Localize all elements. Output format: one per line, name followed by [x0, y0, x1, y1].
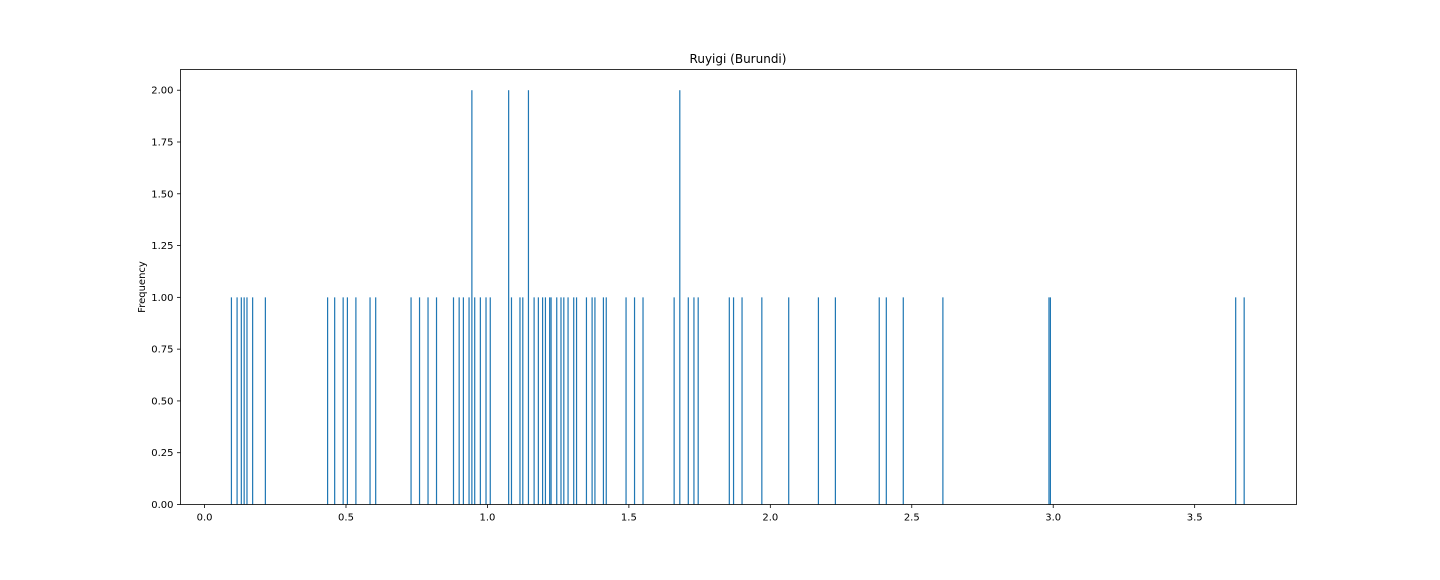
- histogram-bar: [427, 297, 429, 505]
- x-tick-label: 2.0: [762, 513, 778, 524]
- histogram-bar: [594, 297, 596, 505]
- y-tick-label: 2.00: [151, 86, 173, 97]
- histogram-bar: [942, 297, 944, 505]
- histogram-bar: [1235, 297, 1237, 505]
- histogram-bar: [761, 297, 763, 505]
- histogram-bar: [573, 297, 575, 505]
- histogram-bar: [549, 297, 551, 505]
- x-tick-label: 3.5: [1187, 513, 1203, 524]
- x-tick-label: 1.5: [621, 513, 637, 524]
- histogram-bar: [435, 297, 438, 505]
- histogram-bar: [591, 297, 593, 505]
- x-tick-label: 0.5: [338, 513, 354, 524]
- histogram-bar: [560, 297, 562, 505]
- histogram-bar: [452, 297, 455, 505]
- x-tick-label: 3.0: [1045, 513, 1061, 524]
- histogram-bar: [605, 297, 607, 505]
- histogram-bar: [544, 297, 547, 505]
- histogram-bar: [697, 297, 699, 505]
- histogram-bar: [693, 297, 695, 505]
- histogram-bar: [527, 90, 530, 505]
- histogram-bar: [355, 297, 357, 505]
- histogram-bar: [575, 297, 578, 505]
- y-tick-label: 0.25: [151, 448, 173, 459]
- histogram-bar: [458, 297, 460, 505]
- histogram-bar: [342, 297, 344, 505]
- histogram-bar: [468, 297, 470, 505]
- histogram-bar: [788, 297, 790, 505]
- histogram-bar: [542, 297, 544, 505]
- bars-group: [230, 90, 1245, 505]
- y-tick-label: 0.50: [151, 396, 173, 407]
- histogram-bar: [485, 297, 487, 505]
- histogram-bar: [474, 297, 476, 505]
- histogram-bar: [246, 297, 248, 505]
- histogram-bar: [556, 297, 558, 505]
- histogram-bar: [519, 297, 521, 505]
- chart-title: Ruyigi (Burundi): [690, 52, 787, 66]
- histogram-bar: [334, 297, 336, 505]
- histogram-bar: [878, 297, 880, 505]
- histogram-bar: [243, 297, 245, 505]
- histogram-bar: [489, 297, 491, 505]
- histogram-bar: [418, 297, 421, 505]
- histogram-bar: [602, 297, 605, 505]
- histogram-bar: [410, 297, 412, 505]
- histogram-bar: [264, 297, 266, 505]
- x-tick-label: 0.0: [197, 513, 213, 524]
- x-tick-label: 2.5: [904, 513, 920, 524]
- histogram-bar: [728, 297, 730, 505]
- histogram-bar: [479, 297, 481, 505]
- y-tick-label: 0.75: [151, 345, 173, 356]
- histogram-bar: [633, 297, 636, 505]
- x-ticks-group: 0.0 0.5 1.0 1.5 2.0 2.5 3.0 3.5: [197, 504, 1203, 524]
- histogram-bar: [252, 297, 254, 505]
- histogram-bar: [817, 297, 820, 505]
- histogram-bar: [327, 297, 329, 505]
- histogram-bar: [375, 297, 377, 505]
- histogram-bar: [585, 297, 588, 505]
- histogram-bar: [642, 297, 644, 505]
- histogram-bar: [834, 297, 836, 505]
- y-tick-label: 1.50: [151, 189, 173, 200]
- y-tick-label: 0.00: [151, 500, 173, 511]
- histogram-bar: [510, 297, 513, 505]
- histogram-bar: [1048, 297, 1050, 505]
- y-tick-label: 1.00: [151, 293, 173, 304]
- histogram-bar: [369, 297, 371, 505]
- histogram-bar: [230, 297, 233, 505]
- histogram-bar: [1243, 297, 1245, 505]
- histogram-bar: [885, 297, 887, 505]
- y-axis-label: Frequency: [137, 261, 148, 313]
- histogram-bar: [236, 297, 238, 505]
- histogram-bar: [741, 297, 743, 505]
- histogram-bar: [679, 90, 681, 505]
- histogram-bar: [346, 297, 348, 505]
- y-tick-label: 1.25: [151, 241, 173, 252]
- histogram-bar: [240, 297, 242, 505]
- y-tick-label: 1.75: [151, 138, 173, 149]
- x-tick-label: 1.0: [479, 513, 495, 524]
- histogram-bar: [673, 297, 675, 505]
- histogram-bar: [550, 297, 552, 505]
- histogram-bar: [462, 297, 464, 505]
- histogram-bar: [533, 297, 535, 505]
- histogram-bar: [471, 90, 473, 505]
- histogram-bar: [625, 297, 627, 505]
- histogram-bar: [567, 297, 569, 505]
- histogram-bar: [522, 297, 524, 505]
- histogram-bar: [1049, 297, 1051, 505]
- histogram-bar: [687, 297, 689, 505]
- y-ticks-group: 0.00 0.25 0.50 0.75 1.00 1.25 1.50 1.75 2.00: [151, 86, 181, 511]
- histogram-bar: [902, 297, 904, 505]
- histogram-bar: [563, 297, 565, 505]
- plot-frame: [180, 69, 1297, 505]
- histogram-bar: [732, 297, 735, 505]
- histogram-bar: [537, 297, 539, 505]
- histogram-bar: [508, 90, 510, 505]
